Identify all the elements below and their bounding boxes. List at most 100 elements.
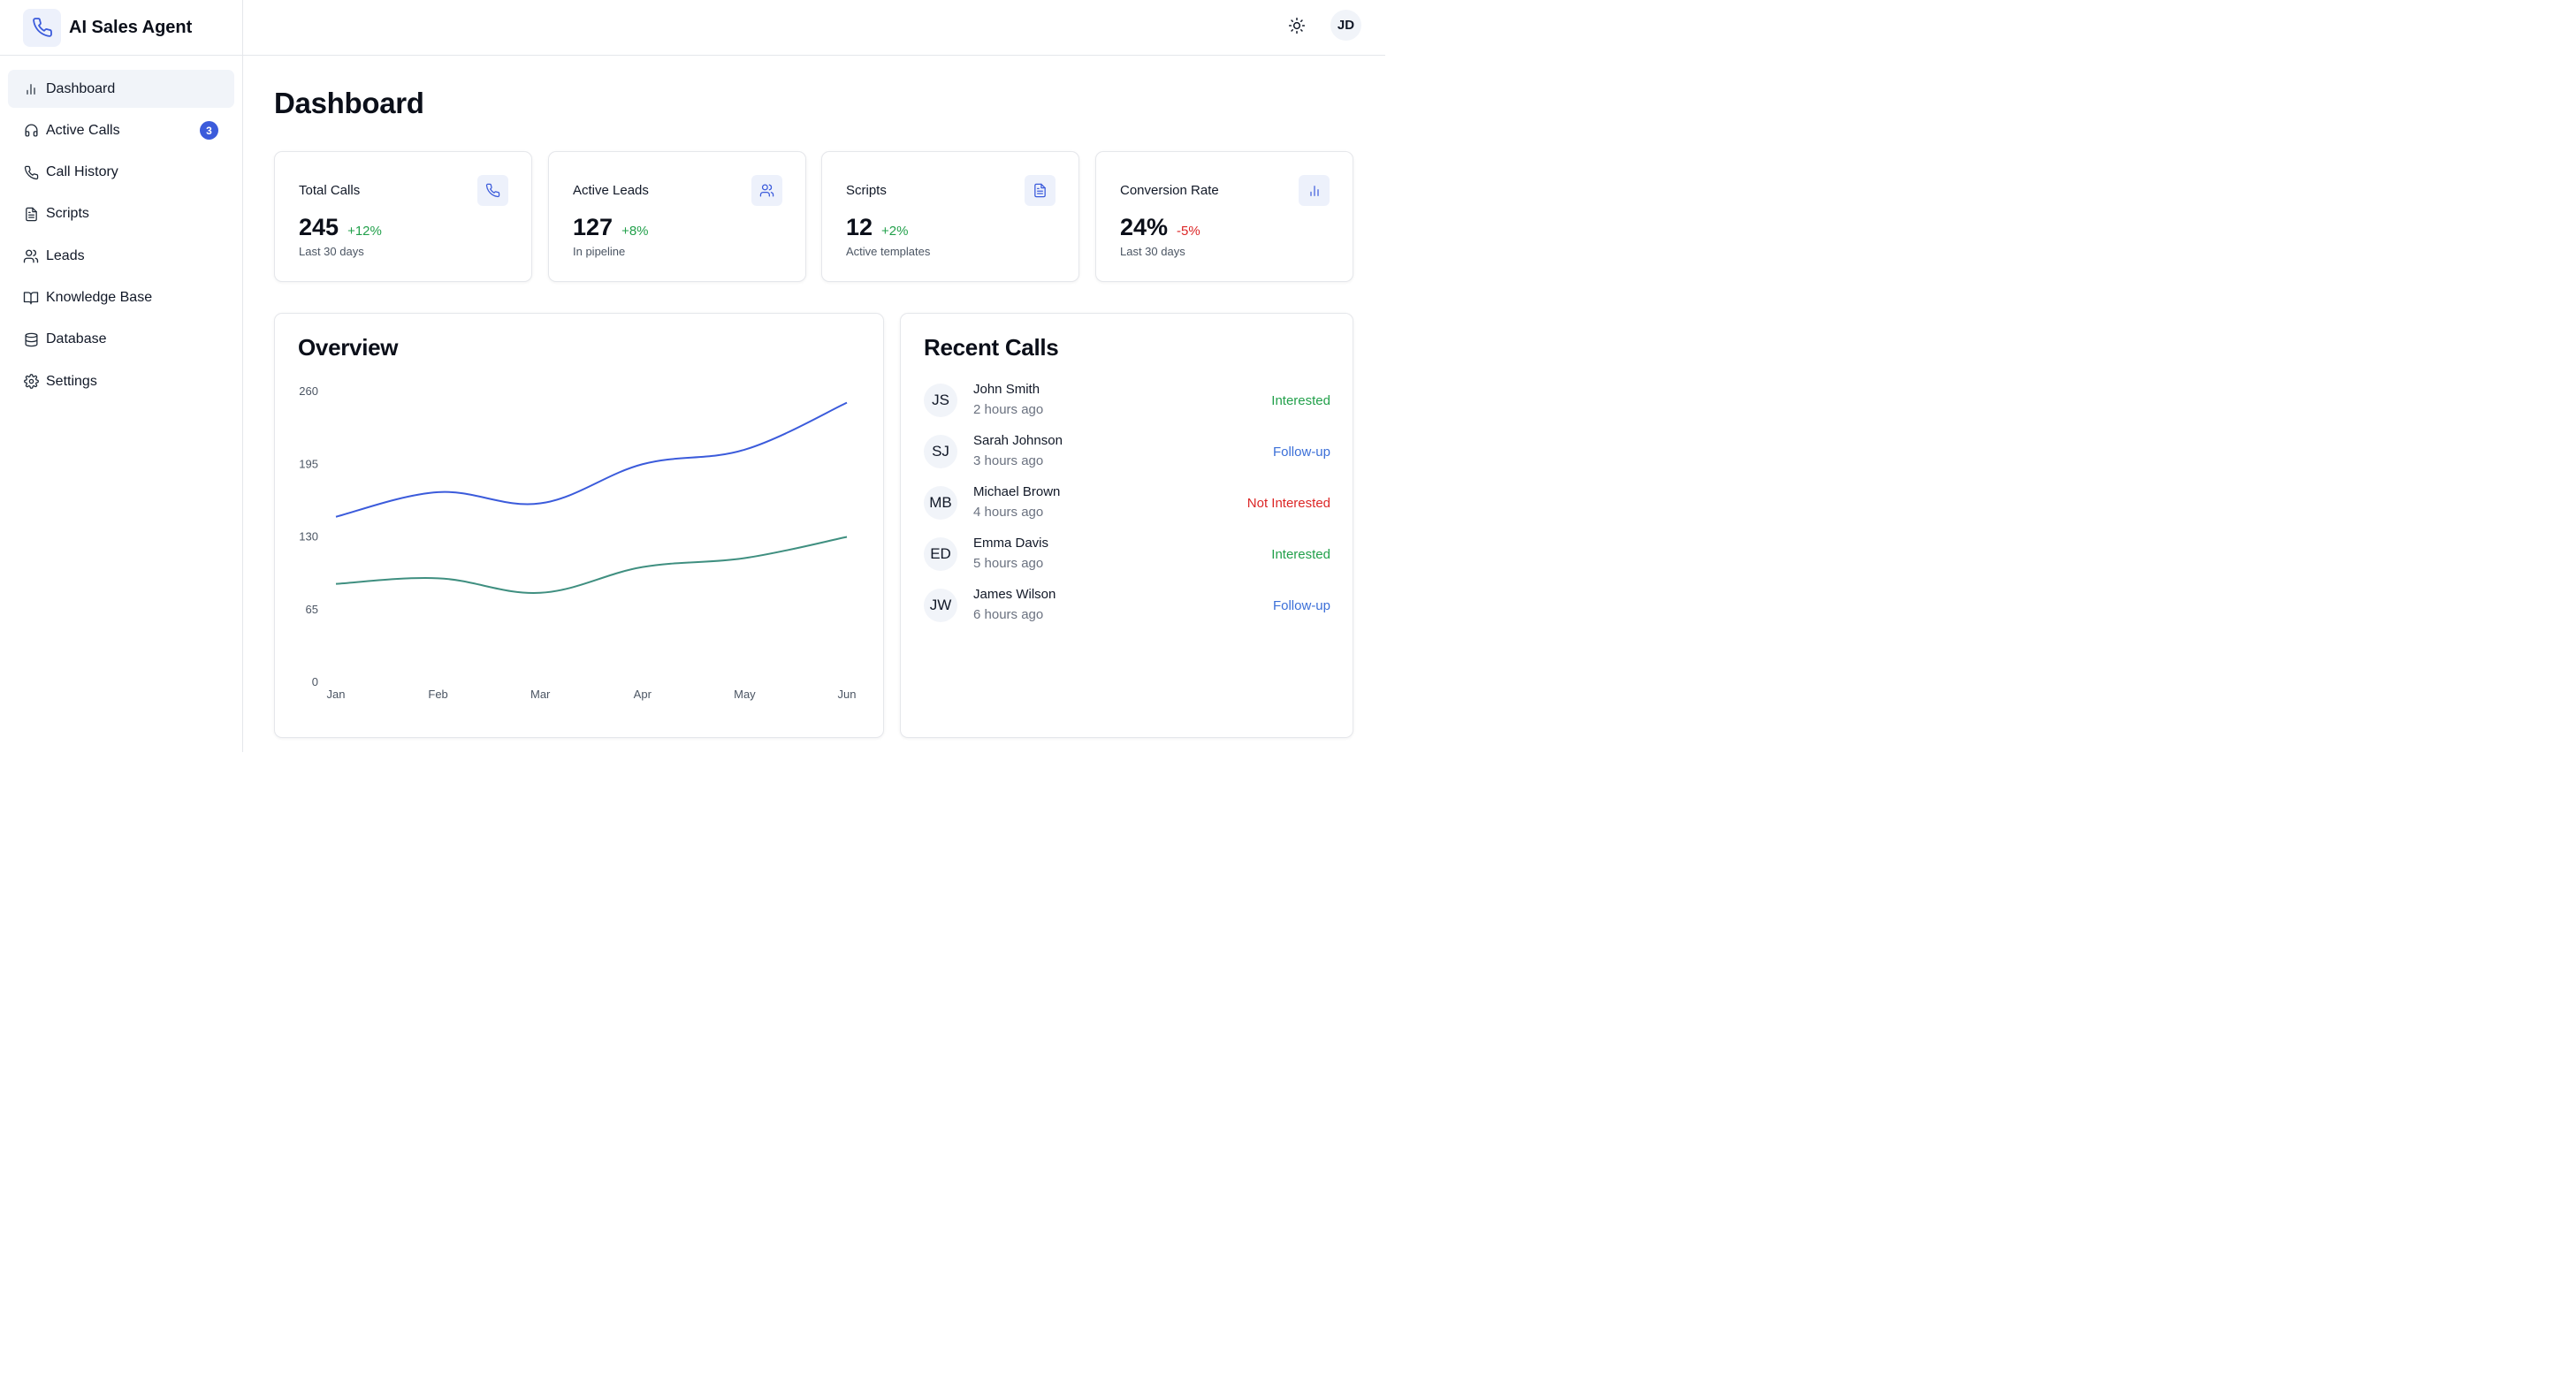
sidebar-item-label: Settings	[46, 373, 97, 389]
database-icon	[23, 331, 39, 347]
book-open-icon	[23, 290, 39, 306]
top-bar: JD	[243, 0, 1385, 56]
recent-calls-title: Recent Calls	[924, 334, 1059, 361]
app-title: AI Sales Agent	[69, 17, 193, 37]
x-tick-label: Jan	[327, 688, 346, 701]
sidebar-item-dashboard[interactable]: Dashboard	[8, 70, 234, 108]
stat-value-row: 24% -5%	[1120, 214, 1200, 241]
caller-avatar: JW	[924, 589, 957, 622]
sidebar-item-label: Scripts	[46, 206, 89, 222]
recent-call-row[interactable]: JS John Smith 2 hours ago Interested	[924, 382, 1330, 421]
theme-toggle-button[interactable]	[1284, 13, 1309, 38]
call-time: 2 hours ago	[973, 402, 1044, 417]
caller-name: Sarah Johnson	[973, 433, 1063, 448]
sidebar-item-settings[interactable]: Settings	[8, 362, 234, 400]
sidebar-nav: Dashboard Active Calls 3 Call History Sc…	[0, 56, 242, 418]
sun-icon	[1288, 17, 1306, 34]
stat-value-row: 12 +2%	[846, 214, 909, 241]
caller-name: John Smith	[973, 382, 1040, 397]
call-time: 4 hours ago	[973, 505, 1044, 520]
stat-card-active-leads: Active Leads 127 +8% In pipeline	[548, 151, 806, 282]
y-tick-label: 130	[299, 530, 318, 544]
sidebar-item-knowledge-base[interactable]: Knowledge Base	[8, 278, 234, 316]
file-text-icon	[1025, 175, 1056, 206]
caller-avatar: JS	[924, 384, 957, 417]
stat-title: Conversion Rate	[1120, 183, 1219, 198]
stat-value: 12	[846, 214, 873, 240]
headphones-icon	[23, 123, 39, 139]
stat-subtitle: Last 30 days	[299, 245, 364, 258]
sidebar-item-leads[interactable]: Leads	[8, 237, 234, 275]
stat-value-row: 245 +12%	[299, 214, 382, 241]
y-tick-label: 65	[306, 603, 318, 616]
y-tick-label: 195	[299, 457, 318, 470]
recent-call-row[interactable]: SJ Sarah Johnson 3 hours ago Follow-up	[924, 433, 1330, 472]
brand[interactable]: AI Sales Agent	[0, 0, 242, 56]
stat-title: Total Calls	[299, 183, 361, 198]
call-status: Interested	[1271, 393, 1330, 408]
stat-delta: +2%	[881, 224, 909, 239]
recent-calls-panel: Recent Calls JS John Smith 2 hours ago I…	[900, 313, 1353, 738]
page-title: Dashboard	[274, 87, 424, 119]
overview-title: Overview	[298, 334, 399, 361]
sidebar-item-label: Knowledge Base	[46, 289, 153, 305]
stat-value: 24%	[1120, 214, 1169, 240]
recent-call-row[interactable]: MB Michael Brown 4 hours ago Not Interes…	[924, 484, 1330, 523]
stat-title: Active Leads	[573, 183, 649, 198]
stat-card-total-calls: Total Calls 245 +12% Last 30 days	[274, 151, 532, 282]
stat-delta: +12%	[347, 224, 382, 239]
caller-name: James Wilson	[973, 587, 1056, 602]
caller-avatar: ED	[924, 537, 957, 571]
stat-value-row: 127 +8%	[573, 214, 649, 241]
bar-chart-icon	[1299, 175, 1330, 206]
user-avatar[interactable]: JD	[1330, 10, 1361, 41]
stat-card-scripts: Scripts 12 +2% Active templates	[821, 151, 1079, 282]
bar-chart-icon	[23, 81, 39, 97]
x-tick-label: May	[734, 688, 756, 701]
sidebar-item-call-history[interactable]: Call History	[8, 154, 234, 192]
stat-subtitle: Active templates	[846, 245, 931, 258]
users-icon	[23, 248, 39, 264]
overview-line-chart: 0 65 130 195 260 Jan Feb Mar Apr May Jun	[299, 384, 857, 701]
stat-card-conversion-rate: Conversion Rate 24% -5% Last 30 days	[1095, 151, 1353, 282]
stat-value: 245	[299, 214, 339, 240]
users-icon	[751, 175, 782, 206]
sidebar-item-label: Call History	[46, 164, 118, 180]
series-line-0	[335, 401, 848, 518]
call-time: 3 hours ago	[973, 453, 1044, 468]
call-time: 6 hours ago	[973, 607, 1044, 622]
stat-subtitle: In pipeline	[573, 245, 626, 258]
x-tick-label: Mar	[530, 688, 551, 701]
stat-delta: +8%	[621, 224, 649, 239]
call-status: Follow-up	[1272, 445, 1330, 460]
sidebar-item-scripts[interactable]: Scripts	[8, 195, 234, 233]
sidebar-item-label: Dashboard	[46, 80, 116, 96]
stat-subtitle: Last 30 days	[1120, 245, 1185, 258]
recent-call-row[interactable]: JW James Wilson 6 hours ago Follow-up	[924, 587, 1330, 626]
sidebar-item-label: Leads	[46, 247, 85, 263]
x-tick-label: Feb	[428, 688, 447, 701]
stat-value: 127	[573, 214, 614, 240]
call-status: Follow-up	[1272, 598, 1330, 613]
x-tick-label: Jun	[838, 688, 857, 701]
sidebar-item-active-calls[interactable]: Active Calls 3	[8, 111, 234, 149]
y-tick-label: 0	[312, 675, 318, 688]
sidebar-item-label: Database	[46, 331, 107, 347]
recent-call-row[interactable]: ED Emma Davis 5 hours ago Interested	[924, 536, 1330, 574]
sidebar-item-label: Active Calls	[46, 122, 120, 138]
series-line-1	[335, 536, 848, 594]
caller-name: Emma Davis	[973, 536, 1049, 551]
caller-avatar: SJ	[924, 435, 957, 468]
sidebar-item-database[interactable]: Database	[8, 321, 234, 359]
phone-icon	[23, 8, 61, 47]
sidebar: AI Sales Agent Dashboard Active Calls 3 …	[0, 0, 243, 752]
phone-icon	[477, 175, 508, 206]
x-tick-label: Apr	[634, 688, 652, 701]
caller-avatar: MB	[924, 486, 957, 520]
caller-name: Michael Brown	[973, 484, 1061, 499]
call-time: 5 hours ago	[973, 556, 1044, 571]
call-status: Interested	[1271, 547, 1330, 562]
overview-panel: Overview 0 65 130 195 260 Jan Feb Mar Apr May Jun	[274, 313, 884, 738]
file-text-icon	[23, 206, 39, 222]
active-calls-badge: 3	[200, 121, 218, 141]
